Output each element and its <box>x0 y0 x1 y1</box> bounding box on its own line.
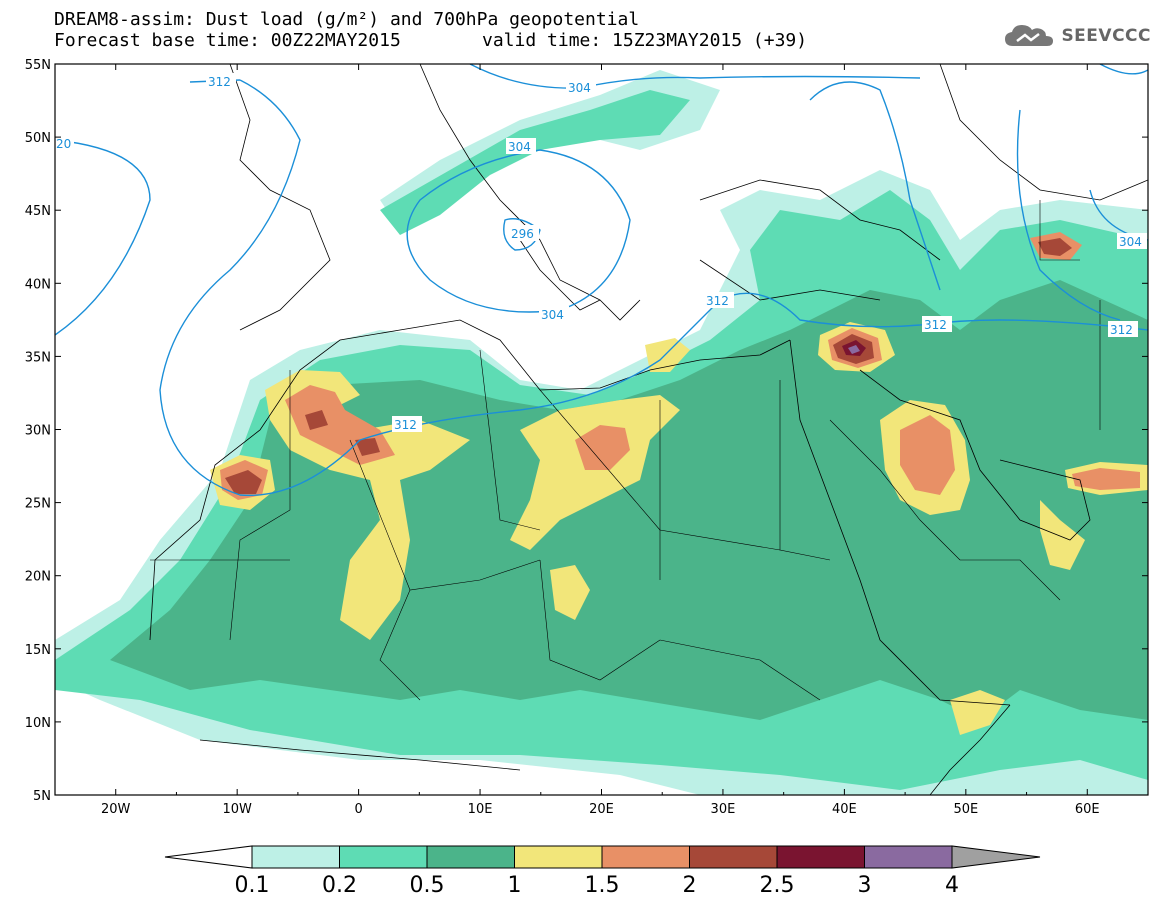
lon-tick-label: 60E <box>1075 802 1100 817</box>
cloud-icon <box>1005 25 1054 46</box>
lon-tick-label: 20E <box>589 802 614 817</box>
dust-level-1 <box>645 338 690 372</box>
dust-level-2 <box>355 438 380 456</box>
dust-level-1.5 <box>900 415 955 495</box>
longitude-axis: 20W 10W 0 10E 20E 30E 40E 50E 60E <box>54 64 1149 817</box>
dust-level-2 <box>1038 238 1072 256</box>
contour-label: 312 <box>208 75 231 89</box>
lat-tick-label: 50N <box>25 131 51 146</box>
colorbar-tick-label: 2.5 <box>760 873 795 898</box>
colorbar-swatch <box>426 845 515 869</box>
logo: SEEVCCC <box>1003 22 1151 50</box>
colorbar-above-arrow <box>951 845 1041 869</box>
colorbar-swatch <box>339 845 428 869</box>
dust-level-2 <box>225 470 262 494</box>
contour-labels: 312 304 20 304 296 304 312 312 312 312 3… <box>54 73 1147 432</box>
contour-label: 304 <box>508 140 531 154</box>
latitude-axis: 55N 50N 45N 40N 35N 30N 25N 20N 15N 10N 5N <box>25 58 1148 804</box>
lat-tick-label: 45N <box>25 204 51 219</box>
contour-label: 312 <box>706 294 729 308</box>
lon-tick-label: 0 <box>354 802 362 817</box>
dust-level-1 <box>510 395 680 550</box>
lat-tick-label: 55N <box>25 58 51 73</box>
lat-tick-label: 25N <box>25 497 51 512</box>
contour-label: 304 <box>568 81 591 95</box>
lat-tick-label: 40N <box>25 277 51 292</box>
colorbar-tick-label: 3 <box>858 873 872 898</box>
lat-tick-label: 10N <box>25 716 51 731</box>
colorbar-tick-label: 0.2 <box>322 873 357 898</box>
colorbar-swatch <box>864 845 953 869</box>
lon-tick-label: 10E <box>468 802 493 817</box>
title-line-1: DREAM8-assim: Dust load (g/m²) and 700hP… <box>54 9 640 30</box>
colorbar-tick-label: 0.1 <box>235 873 270 898</box>
contour-label: 304 <box>541 308 564 322</box>
dust-level-1.5 <box>1072 468 1140 490</box>
colorbar-tick-label: 1.5 <box>585 873 620 898</box>
title-line-2: Forecast base time: 00Z22MAY2015 <box>54 30 401 51</box>
dust-level-4 <box>848 345 860 354</box>
dust-level-1 <box>1040 500 1085 570</box>
colorbar-tick-label: 4 <box>945 873 959 898</box>
geopotential-contours <box>55 64 1148 497</box>
colorbar-swatch <box>776 845 865 869</box>
lat-tick-label: 15N <box>25 643 51 658</box>
lon-tick-label: 20W <box>101 802 131 817</box>
contour-label: 312 <box>394 418 417 432</box>
dust-level-2 <box>305 410 328 430</box>
colorbar-tick-label: 1 <box>508 873 522 898</box>
colorbar-swatch <box>689 845 778 869</box>
lat-tick-label: 35N <box>25 350 51 365</box>
country-borders <box>150 200 1101 701</box>
lon-tick-label: 40E <box>832 802 857 817</box>
valid-time: valid time: 15Z23MAY2015 (+39) <box>482 30 808 51</box>
lat-tick-label: 20N <box>25 570 51 585</box>
lon-tick-label: 10W <box>222 802 252 817</box>
contour-label: 296 <box>511 227 534 241</box>
dust-level-1 <box>950 690 1005 735</box>
dust-level-0.2 <box>380 90 690 235</box>
lon-tick-label: 50E <box>953 802 978 817</box>
colorbar-tick-label: 0.5 <box>410 873 445 898</box>
lat-tick-label: 30N <box>25 424 51 439</box>
contour-label: 312 <box>1110 323 1133 337</box>
dust-field <box>55 64 1148 795</box>
dust-level-1 <box>550 565 590 620</box>
lat-tick-label: 5N <box>33 789 51 804</box>
colorbar-swatch <box>601 845 690 869</box>
colorbar-swatch <box>251 845 340 869</box>
colorbar: 0.1 0.2 0.5 1 1.5 2 2.5 3 4 <box>164 845 1041 898</box>
contour-label: 20 <box>56 137 71 151</box>
logo-text: SEEVCCC <box>1061 26 1151 46</box>
contour-label: 304 <box>1119 235 1142 249</box>
contour-label: 312 <box>924 318 947 332</box>
lon-tick-label: 30E <box>711 802 736 817</box>
dust-level-1.5 <box>575 425 630 470</box>
colorbar-swatch <box>514 845 603 869</box>
colorbar-below-arrow <box>164 845 253 869</box>
colorbar-tick-label: 2 <box>683 873 697 898</box>
coastlines <box>149 64 1148 795</box>
